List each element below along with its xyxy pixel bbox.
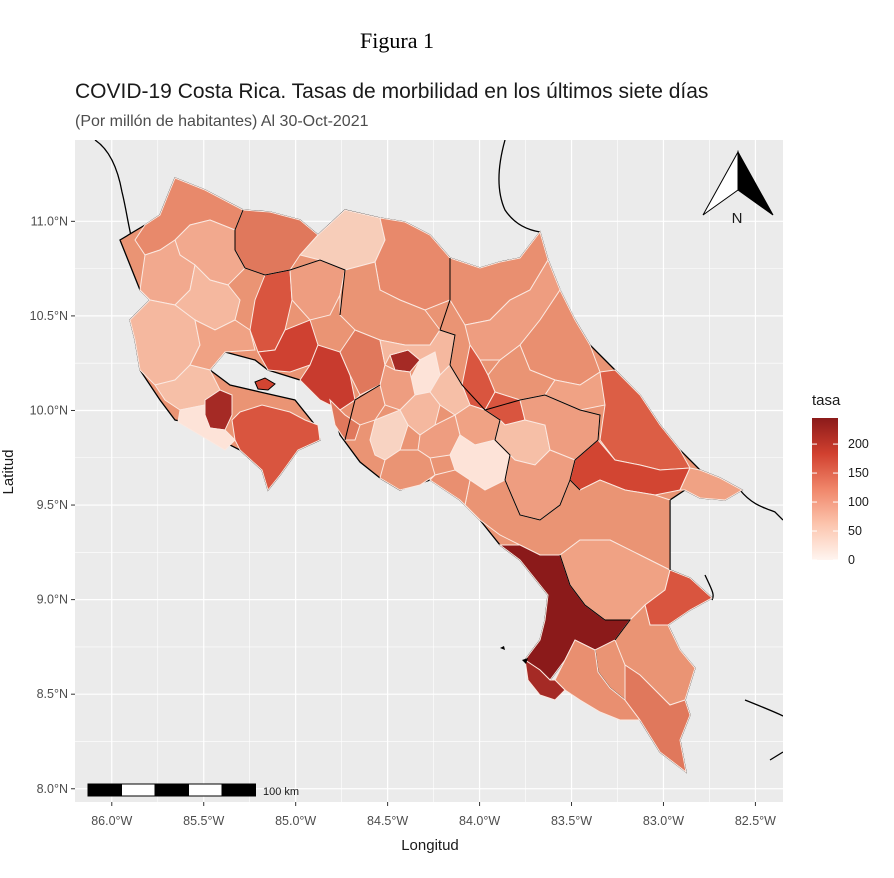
x-tick-label: 85.0°W xyxy=(275,814,316,828)
y-tick-label: 9.0°N xyxy=(37,593,68,607)
region-san-ramon xyxy=(379,364,416,411)
scale-bar-segment xyxy=(221,783,256,797)
x-tick-label: 83.5°W xyxy=(551,814,592,828)
x-tick-label: 84.5°W xyxy=(367,814,408,828)
region-quepos xyxy=(429,469,481,521)
legend-break-label: 0 xyxy=(848,553,855,567)
region-lepanto xyxy=(177,404,236,451)
x-tick-label: 84.0°W xyxy=(459,814,500,828)
x-axis-title: Longitud xyxy=(401,837,459,854)
north-arrow: N xyxy=(702,150,774,227)
scale-bar-segment xyxy=(188,783,223,797)
region-atenas xyxy=(399,391,441,436)
y-axis-title: Latitud xyxy=(0,449,17,494)
x-tick-label: 82.5°W xyxy=(735,814,776,828)
region-puntarenas-peninsula xyxy=(231,404,321,492)
chart-title: COVID-19 Costa Rica. Tasas de morbilidad… xyxy=(75,80,709,103)
legend-title: tasa xyxy=(812,392,841,409)
legend: tasa 0 50 100 150 200 xyxy=(812,392,869,567)
legend-break-label: 100 xyxy=(848,495,869,509)
y-axis: 11.0°N 10.5°N 10.0°N 9.5°N 9.0°N 8.5°N 8.0°N xyxy=(30,214,75,796)
island-chira xyxy=(254,377,276,391)
island-cano xyxy=(522,658,528,664)
y-tick-label: 11.0°N xyxy=(31,214,68,228)
x-tick-label: 83.0°W xyxy=(643,814,684,828)
y-tick-label: 8.0°N xyxy=(37,782,68,796)
panama-coast xyxy=(704,489,783,761)
y-tick-label: 10.0°N xyxy=(30,403,68,417)
y-tick-label: 8.5°N xyxy=(37,687,68,701)
nicaragua-coast xyxy=(94,140,133,241)
y-tick-label: 10.5°N xyxy=(30,309,68,323)
x-tick-label: 85.5°W xyxy=(183,814,224,828)
legend-break-label: 50 xyxy=(848,524,862,538)
scale-bar-segment xyxy=(87,783,122,797)
region-talamanca-east xyxy=(679,467,744,501)
x-tick-label: 86.0°W xyxy=(91,814,132,828)
chart-subtitle: (Por millón de habitantes) Al 30-Oct-202… xyxy=(75,113,369,130)
y-tick-label: 9.5°N xyxy=(37,498,68,512)
scale-bar: 100 km xyxy=(87,783,299,798)
north-arrow-label: N xyxy=(732,210,743,227)
province-borders xyxy=(234,209,671,641)
scale-bar-label: 100 km xyxy=(263,786,299,798)
figure-label: Figura 1 xyxy=(360,28,434,53)
region-nicoya xyxy=(189,319,256,371)
legend-break-label: 150 xyxy=(848,466,869,480)
region-osa-peninsula xyxy=(524,658,566,701)
scale-bar-segment xyxy=(154,783,189,797)
region-garabito xyxy=(329,398,361,441)
legend-colorbar xyxy=(812,418,838,560)
legend-break-label: 200 xyxy=(848,437,869,451)
x-axis: 86.0°W 85.5°W 85.0°W 84.5°W 84.0°W 83.5°W 83.0… xyxy=(91,802,776,828)
caribbean-coast-north xyxy=(498,140,541,233)
scale-bar-segment xyxy=(121,783,156,797)
island-small xyxy=(500,646,505,650)
region-burica xyxy=(624,664,691,774)
